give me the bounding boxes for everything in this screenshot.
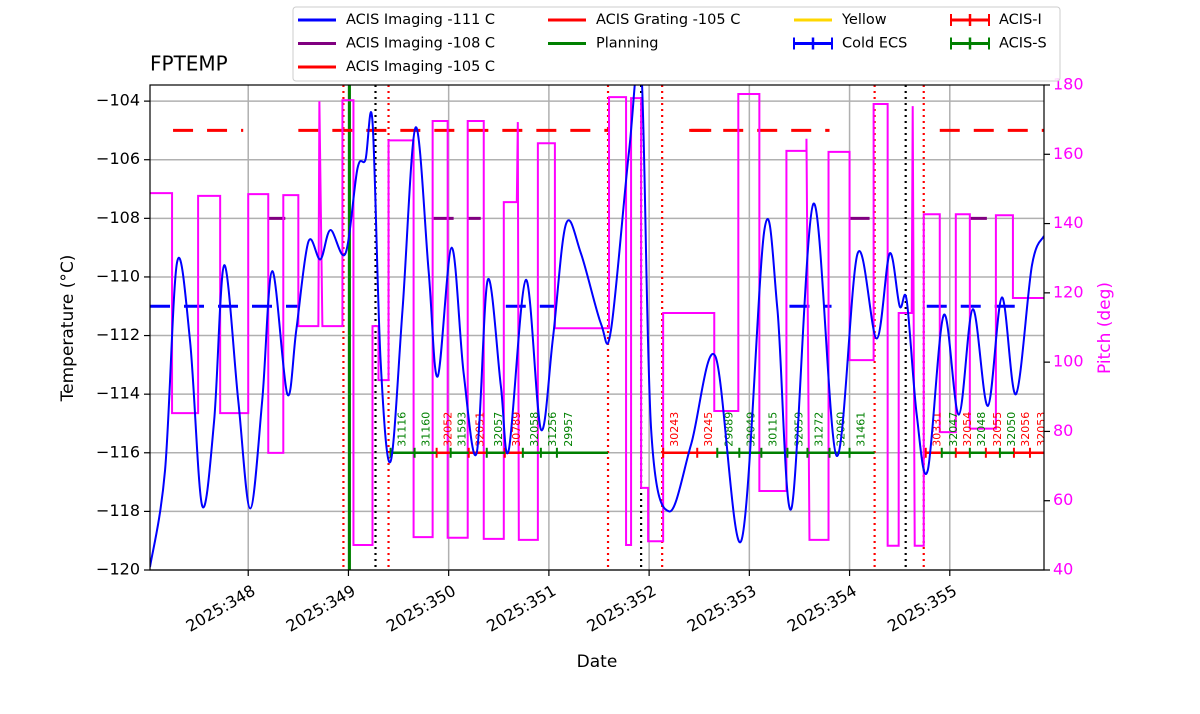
legend-box (292, 6, 1061, 82)
y-tick-label: −110 (96, 266, 140, 285)
pitch-line (150, 93, 1044, 547)
observation-label: 32050 (1005, 412, 1018, 447)
plot-frame (149, 84, 1045, 571)
y2-tick-label: 100 (1053, 352, 1084, 371)
x-tick-label: 2025:353 (684, 581, 760, 636)
observation-label: 30115 (766, 412, 779, 447)
y2-tick-label: 140 (1053, 213, 1084, 232)
observation-label: 31256 (546, 412, 559, 447)
observation-label: 32060 (835, 412, 848, 447)
y-axis-label: Temperature (°C) (58, 255, 78, 403)
observation-label: 32056 (1019, 412, 1032, 447)
y2-tick-label: 180 (1053, 75, 1084, 94)
temperature-line (150, 85, 1044, 568)
observation-label: 31593 (456, 412, 469, 447)
observation-label: 32047 (947, 412, 960, 447)
observation-label: 31461 (855, 412, 868, 447)
y-tick-label: −118 (96, 501, 140, 520)
y2-tick-label: 120 (1053, 282, 1084, 301)
observation-label: 32051 (474, 412, 487, 447)
legend-label: Planning (596, 36, 658, 52)
observation-label: 32053 (1035, 412, 1048, 447)
legend-label: Yellow (841, 12, 887, 28)
observation-label: 31160 (420, 412, 433, 447)
y2-tick-label: 160 (1053, 144, 1084, 163)
x-tick-label: 2025:355 (884, 581, 960, 636)
y-tick-label: −106 (96, 149, 140, 168)
observation-label: 32055 (991, 412, 1004, 447)
y-tick-label: −120 (96, 560, 140, 579)
legend-label: ACIS-I (999, 12, 1042, 28)
chart-title: FPTEMP (150, 52, 228, 76)
x-tick-label: 2025:352 (583, 581, 659, 636)
legend-label: ACIS Grating -105 C (596, 12, 740, 28)
legend-label: ACIS Imaging -105 C (346, 59, 495, 75)
y2-axis-label: Pitch (deg) (1095, 282, 1115, 374)
y-tick-label: −114 (96, 384, 140, 403)
y-tick-label: −108 (96, 208, 140, 227)
observation-label: 32058 (528, 412, 541, 447)
observation-label: 29957 (562, 412, 575, 447)
observation-label: 32048 (975, 412, 988, 447)
x-tick-label: 2025:351 (483, 581, 559, 636)
y2-tick-label: 80 (1053, 421, 1073, 440)
legend-label: Cold ECS (842, 36, 907, 52)
y2-tick-label: 40 (1053, 560, 1073, 579)
x-tick-label: 2025:348 (183, 581, 259, 636)
x-tick-label: 2025:354 (784, 581, 860, 636)
observation-label: 30243 (668, 412, 681, 447)
observation-label: 32052 (442, 412, 455, 447)
observation-label: 32057 (492, 412, 505, 447)
legend-label: ACIS Imaging -108 C (346, 36, 495, 52)
legend-label: ACIS Imaging -111 C (346, 12, 495, 28)
x-tick-label: 2025:350 (383, 581, 459, 636)
y2-tick-label: 60 (1053, 490, 1073, 509)
observation-label: 31272 (812, 412, 825, 447)
legend-label: ACIS-S (999, 36, 1047, 52)
y-tick-label: −104 (96, 91, 140, 110)
x-tick-label: 2025:349 (283, 581, 359, 636)
y-tick-label: −112 (96, 325, 140, 344)
observation-label: 31116 (396, 412, 409, 447)
x-axis-label: Date (577, 652, 618, 672)
y-tick-label: −116 (96, 442, 140, 461)
observation-label: 32059 (792, 412, 805, 447)
observation-label: 30245 (702, 412, 715, 447)
observation-label: 32054 (961, 412, 974, 447)
